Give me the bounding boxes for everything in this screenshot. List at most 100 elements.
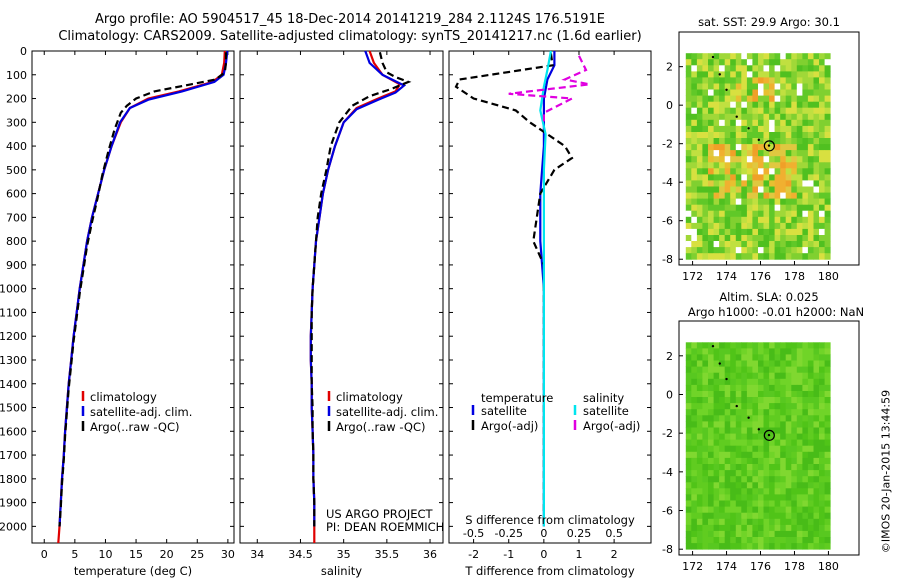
map-cell	[752, 457, 759, 465]
map-cell	[769, 342, 776, 349]
top-x-tick-label: 0	[540, 527, 547, 540]
map-cell	[791, 464, 798, 471]
map-cell	[807, 216, 814, 224]
map-cell	[752, 216, 759, 224]
map-cell	[735, 366, 742, 374]
map-cell	[769, 378, 776, 386]
map-cell	[702, 150, 709, 157]
map-cell	[730, 506, 737, 514]
map-cell	[791, 247, 798, 254]
map-cell	[730, 530, 737, 538]
y-tick-label: 2	[666, 61, 673, 74]
map-cell	[785, 476, 792, 483]
map-cell	[813, 445, 820, 453]
map-cell	[713, 174, 720, 181]
map-cell	[758, 451, 764, 459]
map-cell	[791, 168, 798, 175]
map-cell	[741, 241, 748, 248]
map-cell	[807, 83, 814, 90]
map-cell	[752, 71, 759, 78]
map-cell	[691, 464, 698, 471]
map-cell	[819, 113, 825, 121]
map-cell	[819, 378, 825, 386]
map-cell	[746, 506, 753, 514]
map-cell	[741, 524, 748, 532]
map-cell	[824, 228, 831, 236]
map-cell	[807, 210, 814, 218]
map-cell	[713, 409, 720, 416]
map-cell	[769, 391, 776, 398]
map-cell	[724, 77, 731, 84]
map-cell	[758, 384, 764, 392]
map-cell	[685, 222, 692, 230]
map-cell	[724, 53, 731, 60]
map-cell	[774, 180, 781, 187]
map-cell	[758, 403, 764, 410]
map-cell	[708, 512, 714, 520]
map-cell	[769, 241, 776, 248]
map-cell	[780, 222, 787, 230]
map-cell	[824, 530, 831, 538]
map-cell	[691, 210, 698, 218]
map-cell	[708, 537, 714, 544]
map-cell	[807, 494, 814, 501]
map-cell	[813, 83, 820, 90]
map-cell	[763, 360, 770, 367]
map-cell	[685, 372, 692, 380]
map-cell	[785, 470, 792, 477]
map-cell	[791, 228, 798, 236]
map-cell	[774, 216, 781, 224]
map-cell	[791, 451, 798, 459]
map-cell	[724, 144, 731, 151]
map-cell	[769, 71, 776, 78]
map-cell	[752, 132, 759, 139]
map-cell	[702, 204, 709, 212]
x-tick-label: 0	[41, 548, 48, 561]
map-cell	[735, 543, 742, 550]
map-cell	[763, 488, 770, 495]
map-cell	[730, 439, 737, 447]
sst-map-title: sat. SST: 29.9 Argo: 30.1	[698, 15, 840, 29]
map-cell	[713, 71, 720, 78]
map-cell	[758, 253, 764, 260]
map-cell	[785, 228, 792, 236]
map-cell	[741, 543, 748, 550]
map-cell	[696, 372, 703, 380]
map-cell	[719, 524, 726, 532]
map-cell	[785, 71, 792, 78]
map-cell	[819, 372, 825, 380]
map-cell	[769, 360, 776, 367]
map-cell	[824, 476, 831, 483]
map-cell	[802, 156, 809, 163]
map-cell	[807, 464, 814, 471]
map-cell	[752, 476, 759, 483]
map-cell	[724, 113, 731, 121]
map-cell	[796, 119, 803, 127]
x-tick-label: 172	[682, 560, 703, 573]
map-cell	[713, 168, 720, 175]
map-cell	[708, 439, 714, 447]
map-cell	[813, 524, 820, 532]
map-cell	[719, 180, 726, 187]
legend-entry: satellite	[481, 404, 527, 418]
y-tick-label: 900	[6, 259, 27, 272]
map-cell	[769, 421, 776, 428]
map-cell	[691, 494, 698, 501]
map-cell	[730, 71, 737, 78]
map-cell	[702, 113, 709, 121]
map-cell	[774, 445, 781, 453]
map-cell	[713, 144, 720, 151]
map-cell	[708, 445, 714, 453]
map-cell	[702, 445, 709, 453]
map-cell	[691, 89, 698, 96]
map-cell	[708, 476, 714, 483]
map-cell	[696, 427, 703, 434]
map-cell	[796, 83, 803, 90]
map-cell	[791, 488, 798, 495]
map-cell	[813, 222, 820, 230]
map-cell	[746, 216, 753, 224]
argo-track-point	[718, 73, 721, 76]
map-cell	[796, 59, 803, 66]
map-cell	[741, 204, 748, 212]
y-tick-label: 1600	[0, 425, 27, 438]
